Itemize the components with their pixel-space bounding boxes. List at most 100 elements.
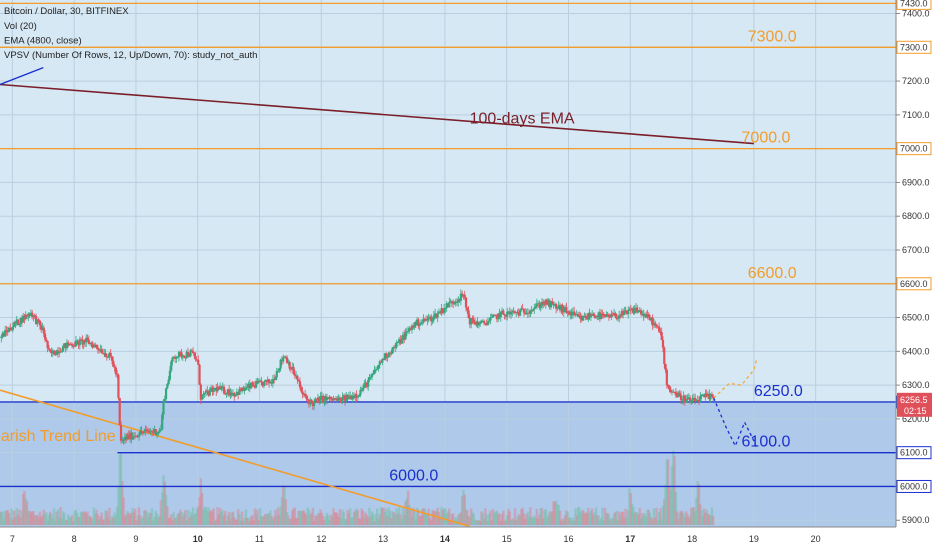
volume-bar	[303, 512, 307, 525]
candle-body	[385, 353, 388, 359]
candle-body	[341, 397, 344, 403]
volume-bar	[23, 490, 26, 525]
volume-bar	[421, 509, 424, 525]
candle-body	[154, 429, 157, 435]
volume-bar	[624, 508, 627, 525]
volume-bar	[197, 506, 200, 525]
candle-body	[47, 348, 51, 350]
volume-bar	[345, 519, 348, 525]
candle-body	[252, 385, 255, 387]
time-axis-bg	[0, 527, 932, 550]
volume-bar	[517, 514, 521, 525]
volume-bar	[386, 516, 389, 525]
volume-bar	[100, 512, 103, 525]
volume-bar	[258, 508, 262, 525]
volume-bar	[29, 512, 33, 525]
candle-body	[642, 313, 645, 317]
candle-body	[112, 360, 115, 367]
volume-bar	[437, 512, 441, 525]
candle-body	[423, 318, 426, 320]
volume-bar	[365, 514, 369, 525]
candle-body	[323, 396, 326, 403]
time-tick-label: 8	[72, 534, 77, 544]
candle-body	[601, 313, 604, 315]
time-tick-label: 14	[440, 534, 450, 544]
candle-body	[560, 305, 563, 311]
time-tick-label: 18	[687, 534, 697, 544]
candle-body	[5, 330, 8, 332]
candle-body	[85, 337, 88, 343]
volume-bar	[395, 508, 398, 525]
candle-body	[579, 315, 582, 319]
volume-bar	[99, 516, 102, 525]
volume-bar	[34, 515, 38, 525]
candle-body	[629, 309, 632, 311]
volume-bar	[601, 507, 604, 525]
candle-body	[140, 430, 143, 433]
candle-body	[473, 322, 477, 325]
candle-body	[418, 324, 421, 327]
volume-bar	[522, 513, 526, 525]
candle-body	[405, 331, 408, 333]
candle-body	[524, 312, 527, 315]
candle-body	[189, 350, 192, 357]
candle-body	[558, 305, 562, 311]
volume-bar	[242, 520, 245, 525]
volume-bar	[32, 511, 35, 525]
candle-body	[91, 344, 94, 348]
candle-body	[364, 382, 367, 384]
volume-bar	[430, 519, 433, 525]
candle-body	[526, 312, 529, 314]
candle-body	[59, 351, 62, 353]
candle-body	[522, 309, 526, 313]
candle-body	[150, 431, 154, 433]
volume-bar	[167, 518, 170, 525]
volume-bar	[112, 517, 115, 525]
volume-bar	[90, 517, 93, 525]
volume-bar	[686, 514, 689, 525]
candle-body	[291, 366, 294, 370]
candle-body	[585, 318, 589, 320]
candle-body	[628, 309, 631, 311]
volume-bar	[74, 509, 78, 525]
volume-bar	[296, 518, 299, 525]
candle-body	[521, 308, 524, 310]
candle-body	[511, 311, 514, 313]
candle-body	[571, 311, 574, 316]
candle-body	[401, 334, 405, 341]
candle-body	[556, 307, 559, 309]
price-tick-label: 6400.0	[902, 346, 930, 356]
candle-body	[562, 307, 565, 313]
volume-bar	[60, 518, 63, 525]
volume-bar	[328, 519, 331, 525]
volume-bar	[494, 511, 497, 525]
candle-body	[82, 340, 85, 345]
volume-bar	[288, 518, 291, 525]
volume-bar	[423, 508, 427, 525]
volume-bar	[139, 515, 142, 525]
volume-bar	[382, 507, 385, 525]
volume-bar	[271, 518, 275, 525]
candle-body	[513, 311, 517, 313]
volume-bar	[485, 514, 488, 525]
volume-bar	[36, 514, 39, 525]
volume-bar	[234, 519, 237, 525]
candle-body	[583, 315, 586, 317]
time-tick-label: 10	[193, 534, 203, 544]
volume-bar	[294, 517, 298, 525]
candle-body	[360, 389, 363, 391]
candle-body	[131, 436, 134, 440]
volume-bar	[235, 519, 239, 525]
forecast-up-path	[713, 357, 758, 399]
candle-body	[203, 392, 206, 395]
volume-bar	[347, 513, 351, 525]
volume-bar	[176, 514, 179, 525]
candle-body	[700, 394, 703, 397]
volume-bar	[623, 518, 626, 525]
volume-bar	[315, 515, 318, 525]
candle-body	[676, 395, 679, 398]
candle-body	[650, 317, 653, 321]
volume-bar	[687, 517, 690, 525]
volume-bar	[105, 511, 109, 525]
volume-bar	[118, 454, 121, 525]
